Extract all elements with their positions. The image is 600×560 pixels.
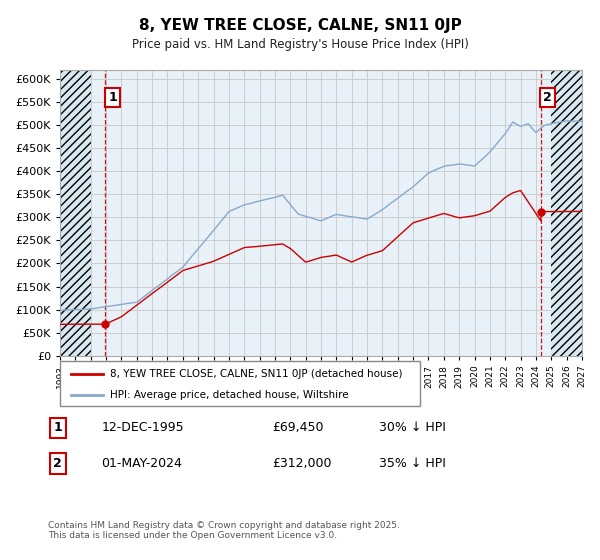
Text: 2: 2 <box>53 457 62 470</box>
Text: Price paid vs. HM Land Registry's House Price Index (HPI): Price paid vs. HM Land Registry's House … <box>131 38 469 52</box>
Text: £312,000: £312,000 <box>272 457 332 470</box>
Text: 01-MAY-2024: 01-MAY-2024 <box>101 457 182 470</box>
Text: HPI: Average price, detached house, Wiltshire: HPI: Average price, detached house, Wilt… <box>110 390 349 400</box>
Text: 30% ↓ HPI: 30% ↓ HPI <box>379 421 446 435</box>
Text: 2: 2 <box>543 91 551 104</box>
Text: 12-DEC-1995: 12-DEC-1995 <box>101 421 184 435</box>
Text: £69,450: £69,450 <box>272 421 324 435</box>
Bar <box>60 70 91 356</box>
Text: Contains HM Land Registry data © Crown copyright and database right 2025.
This d: Contains HM Land Registry data © Crown c… <box>48 521 400 540</box>
Text: 1: 1 <box>53 421 62 435</box>
FancyBboxPatch shape <box>60 361 420 406</box>
Text: 1: 1 <box>109 91 118 104</box>
Text: 35% ↓ HPI: 35% ↓ HPI <box>379 457 446 470</box>
Bar <box>551 70 582 356</box>
Text: 8, YEW TREE CLOSE, CALNE, SN11 0JP: 8, YEW TREE CLOSE, CALNE, SN11 0JP <box>139 18 461 32</box>
Text: 8, YEW TREE CLOSE, CALNE, SN11 0JP (detached house): 8, YEW TREE CLOSE, CALNE, SN11 0JP (deta… <box>110 368 403 379</box>
